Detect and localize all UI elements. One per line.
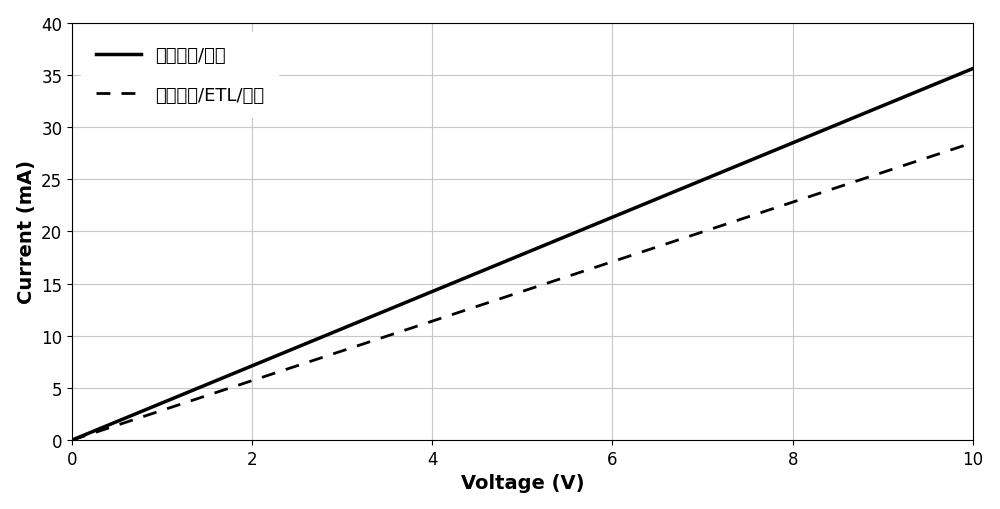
辅助电极/ETL/阴极: [804, 194, 816, 200]
辅助电极/ETL/阴极: [553, 276, 565, 282]
辅助电极/ETL/阴极: [66, 437, 78, 443]
X-axis label: Voltage (V): Voltage (V): [461, 473, 584, 492]
Y-axis label: Current (mA): Current (mA): [17, 160, 36, 304]
Line: 辅助电极/ETL/阴极: 辅助电极/ETL/阴极: [72, 144, 973, 440]
辅助电极/阴极: [66, 437, 78, 443]
辅助电极/ETL/阴极: [499, 294, 511, 300]
辅助电极/ETL/阴极: [945, 148, 957, 154]
辅助电极/阴极: [553, 237, 565, 243]
辅助电极/阴极: [499, 259, 511, 265]
辅助电极/阴极: [804, 133, 816, 139]
辅助电极/ETL/阴极: [602, 261, 614, 267]
辅助电极/ETL/阴极: [967, 140, 979, 147]
辅助电极/阴极: [967, 66, 979, 72]
Legend: 辅助电极/阴极, 辅助电极/ETL/阴极: 辅助电极/阴极, 辅助电极/ETL/阴极: [81, 33, 279, 119]
辅助电极/阴极: [602, 216, 614, 222]
辅助电极/阴极: [494, 261, 506, 267]
辅助电极/阴极: [945, 75, 957, 81]
Line: 辅助电极/阴极: 辅助电极/阴极: [72, 69, 973, 440]
辅助电极/ETL/阴极: [494, 296, 506, 302]
